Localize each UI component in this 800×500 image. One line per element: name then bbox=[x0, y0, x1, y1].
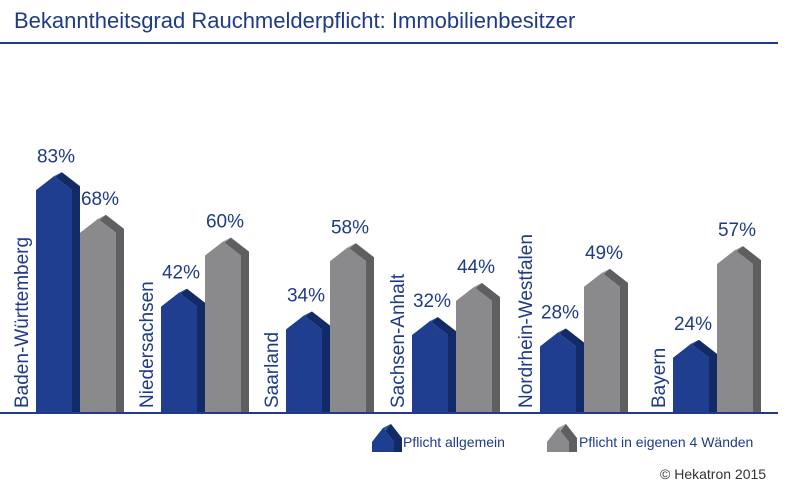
value-label-1-5: 57% bbox=[718, 220, 756, 241]
copyright: © Hekatron 2015 bbox=[660, 466, 766, 482]
value-label-0-5: 24% bbox=[674, 314, 712, 335]
value-label-0-1: 42% bbox=[162, 263, 200, 284]
legend: Pflicht allgemein Pflicht in eigenen 4 W… bbox=[372, 424, 753, 452]
bar-1-0 bbox=[80, 214, 124, 412]
category-label-4: Nordrhein-Westfalen bbox=[516, 234, 537, 408]
bars-group bbox=[36, 172, 761, 412]
value-label-0-0: 83% bbox=[37, 146, 75, 167]
value-label-0-4: 28% bbox=[541, 302, 579, 323]
bar-0-5 bbox=[673, 339, 717, 412]
bar-1-2 bbox=[330, 243, 374, 412]
bar-0-3 bbox=[412, 317, 456, 412]
legend-label-series-0: Pflicht allgemein bbox=[403, 434, 505, 450]
bar-0-2 bbox=[286, 311, 330, 412]
value-label-1-3: 44% bbox=[457, 257, 495, 278]
bar-1-3 bbox=[456, 283, 500, 412]
legend-house-icon-series-0 bbox=[372, 424, 402, 452]
category-label-3: Sachsen-Anhalt bbox=[388, 273, 409, 408]
value-label-1-2: 58% bbox=[331, 217, 369, 238]
legend-house-icon-series-1 bbox=[547, 424, 577, 452]
bar-1-1 bbox=[205, 237, 249, 412]
bar-1-5 bbox=[717, 246, 761, 412]
legend-label-series-1: Pflicht in eigenen 4 Wänden bbox=[579, 434, 753, 450]
category-label-0: Baden-Württemberg bbox=[12, 237, 33, 408]
value-labels-group: 83% 68% 42% 60% 34% 58% 32% 44% 28% 49% 24% 57% bbox=[37, 146, 756, 335]
bar-0-1 bbox=[161, 288, 205, 412]
category-label-1: Niedersachsen bbox=[137, 281, 158, 408]
bar-0-4 bbox=[540, 328, 584, 412]
bar-1-4 bbox=[584, 268, 628, 412]
value-label-0-2: 34% bbox=[287, 285, 325, 306]
value-label-1-0: 68% bbox=[81, 189, 119, 210]
legend-house-1 bbox=[547, 424, 577, 452]
category-labels-group: Baden-Württemberg Niedersachsen Saarland Sa… bbox=[12, 234, 670, 408]
category-label-5: Bayern bbox=[649, 348, 670, 408]
chart-title: Bekanntheitsgrad Rauchmelderpflicht: Imm… bbox=[14, 8, 575, 33]
value-label-1-1: 60% bbox=[206, 212, 244, 233]
legend-house-0 bbox=[372, 424, 402, 452]
value-label-1-4: 49% bbox=[585, 243, 623, 264]
value-label-0-3: 32% bbox=[413, 291, 451, 312]
bar-0-0 bbox=[36, 172, 80, 412]
category-label-2: Saarland bbox=[262, 332, 283, 408]
